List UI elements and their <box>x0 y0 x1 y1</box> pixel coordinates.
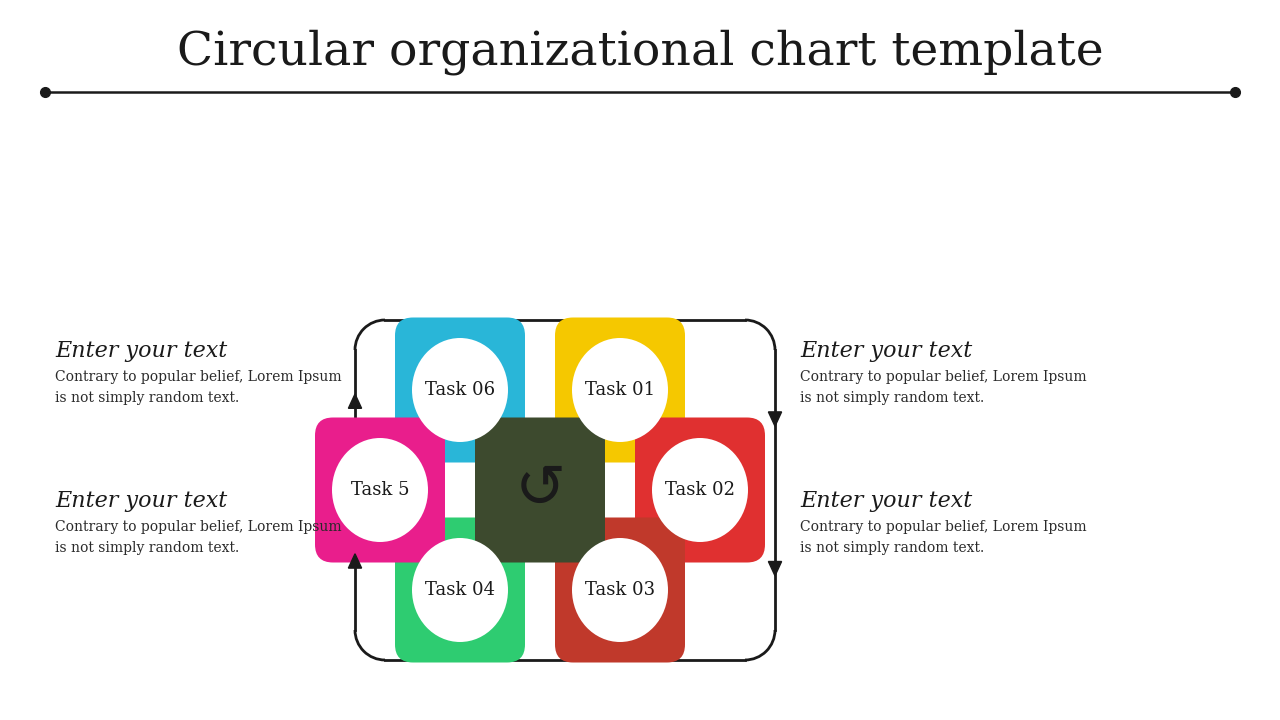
FancyBboxPatch shape <box>396 518 525 662</box>
Text: Contrary to popular belief, Lorem Ipsum
is not simply random text.: Contrary to popular belief, Lorem Ipsum … <box>800 370 1087 405</box>
Polygon shape <box>348 554 362 568</box>
Text: Contrary to popular belief, Lorem Ipsum
is not simply random text.: Contrary to popular belief, Lorem Ipsum … <box>55 370 342 405</box>
Text: Task 06: Task 06 <box>425 381 495 399</box>
FancyBboxPatch shape <box>556 318 685 462</box>
Text: ↺: ↺ <box>515 461 566 520</box>
Ellipse shape <box>412 538 508 642</box>
Text: Enter your text: Enter your text <box>55 340 228 362</box>
Ellipse shape <box>332 438 428 542</box>
Ellipse shape <box>652 438 748 542</box>
Text: Task 03: Task 03 <box>585 581 655 599</box>
FancyBboxPatch shape <box>396 318 525 462</box>
Polygon shape <box>768 562 782 576</box>
FancyBboxPatch shape <box>315 418 445 562</box>
Text: Task 04: Task 04 <box>425 581 495 599</box>
Text: Circular organizational chart template: Circular organizational chart template <box>177 29 1103 75</box>
Text: Enter your text: Enter your text <box>55 490 228 512</box>
Polygon shape <box>348 394 362 408</box>
Ellipse shape <box>572 538 668 642</box>
Text: Enter your text: Enter your text <box>800 490 973 512</box>
Text: Task 5: Task 5 <box>351 481 410 499</box>
Text: Enter your text: Enter your text <box>800 340 973 362</box>
FancyBboxPatch shape <box>475 418 605 562</box>
Text: Contrary to popular belief, Lorem Ipsum
is not simply random text.: Contrary to popular belief, Lorem Ipsum … <box>55 520 342 554</box>
FancyBboxPatch shape <box>556 518 685 662</box>
Text: Task 01: Task 01 <box>585 381 655 399</box>
Ellipse shape <box>412 338 508 442</box>
Text: Task 02: Task 02 <box>666 481 735 499</box>
Polygon shape <box>768 412 782 426</box>
Ellipse shape <box>572 338 668 442</box>
FancyBboxPatch shape <box>635 418 765 562</box>
Text: Contrary to popular belief, Lorem Ipsum
is not simply random text.: Contrary to popular belief, Lorem Ipsum … <box>800 520 1087 554</box>
